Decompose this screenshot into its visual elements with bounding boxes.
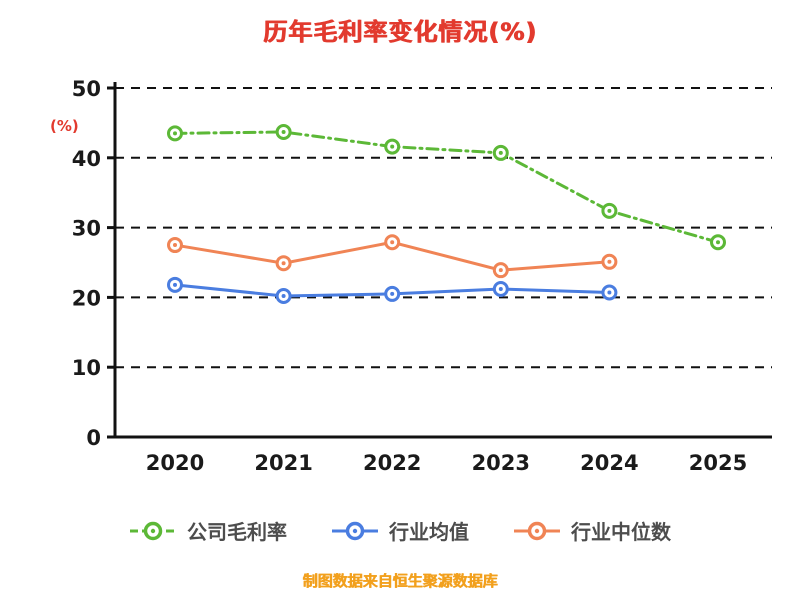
x-tick-label: 2022 <box>363 451 421 475</box>
x-tick-label: 2024 <box>580 451 638 475</box>
y-tick-label: 30 <box>72 217 101 241</box>
footer-note: 制图数据来自恒生聚源数据库 <box>302 572 498 590</box>
data-point-dot <box>498 268 503 273</box>
data-point-dot <box>281 294 286 299</box>
data-point-dot <box>281 261 286 266</box>
data-point-dot <box>281 129 286 134</box>
legend-item-label: 公司毛利率 <box>187 520 287 544</box>
data-point-dot <box>390 291 395 296</box>
y-tick-label: 50 <box>72 77 101 101</box>
data-point-dot <box>173 282 177 287</box>
legend-item[interactable]: 公司毛利率 <box>129 516 287 545</box>
data-point-dot <box>498 287 503 292</box>
y-axis-label: (%) <box>50 117 79 135</box>
legend-item-label: 行业中位数 <box>571 520 671 544</box>
data-point-dot <box>607 290 612 295</box>
chart-title: 历年毛利率变化情况(%) <box>263 18 537 46</box>
data-point-dot <box>390 240 395 245</box>
x-tick-label: 2023 <box>472 451 530 475</box>
data-point-dot <box>390 144 395 149</box>
data-point-dot <box>173 243 177 248</box>
data-point-dot <box>607 259 612 264</box>
legend: 公司毛利率 行业均值 行业中位数 <box>0 516 800 545</box>
x-tick-label: 2021 <box>254 451 312 475</box>
legend-marker-icon <box>514 521 560 540</box>
legend-item[interactable]: 行业中位数 <box>513 516 671 545</box>
y-tick-label: 10 <box>72 356 101 380</box>
data-point-dot <box>607 208 612 213</box>
legend-item[interactable]: 行业均值 <box>331 516 469 545</box>
data-point-dot <box>716 240 720 245</box>
legend-marker-icon <box>332 521 378 540</box>
legend-marker-icon <box>130 521 176 540</box>
y-tick-label: 0 <box>86 426 101 450</box>
y-tick-label: 40 <box>72 147 101 171</box>
x-tick-label: 2020 <box>146 451 204 475</box>
data-point-dot <box>173 131 177 136</box>
data-point-dot <box>498 150 503 155</box>
chart-svg: 0 10 20 30 40 50 2020 2021 2022 2023 2024 2025 <box>72 77 772 475</box>
y-tick-label: 20 <box>72 286 101 310</box>
series-line <box>173 130 720 244</box>
legend-item-label: 行业均值 <box>389 520 469 544</box>
x-tick-label: 2025 <box>689 451 747 475</box>
